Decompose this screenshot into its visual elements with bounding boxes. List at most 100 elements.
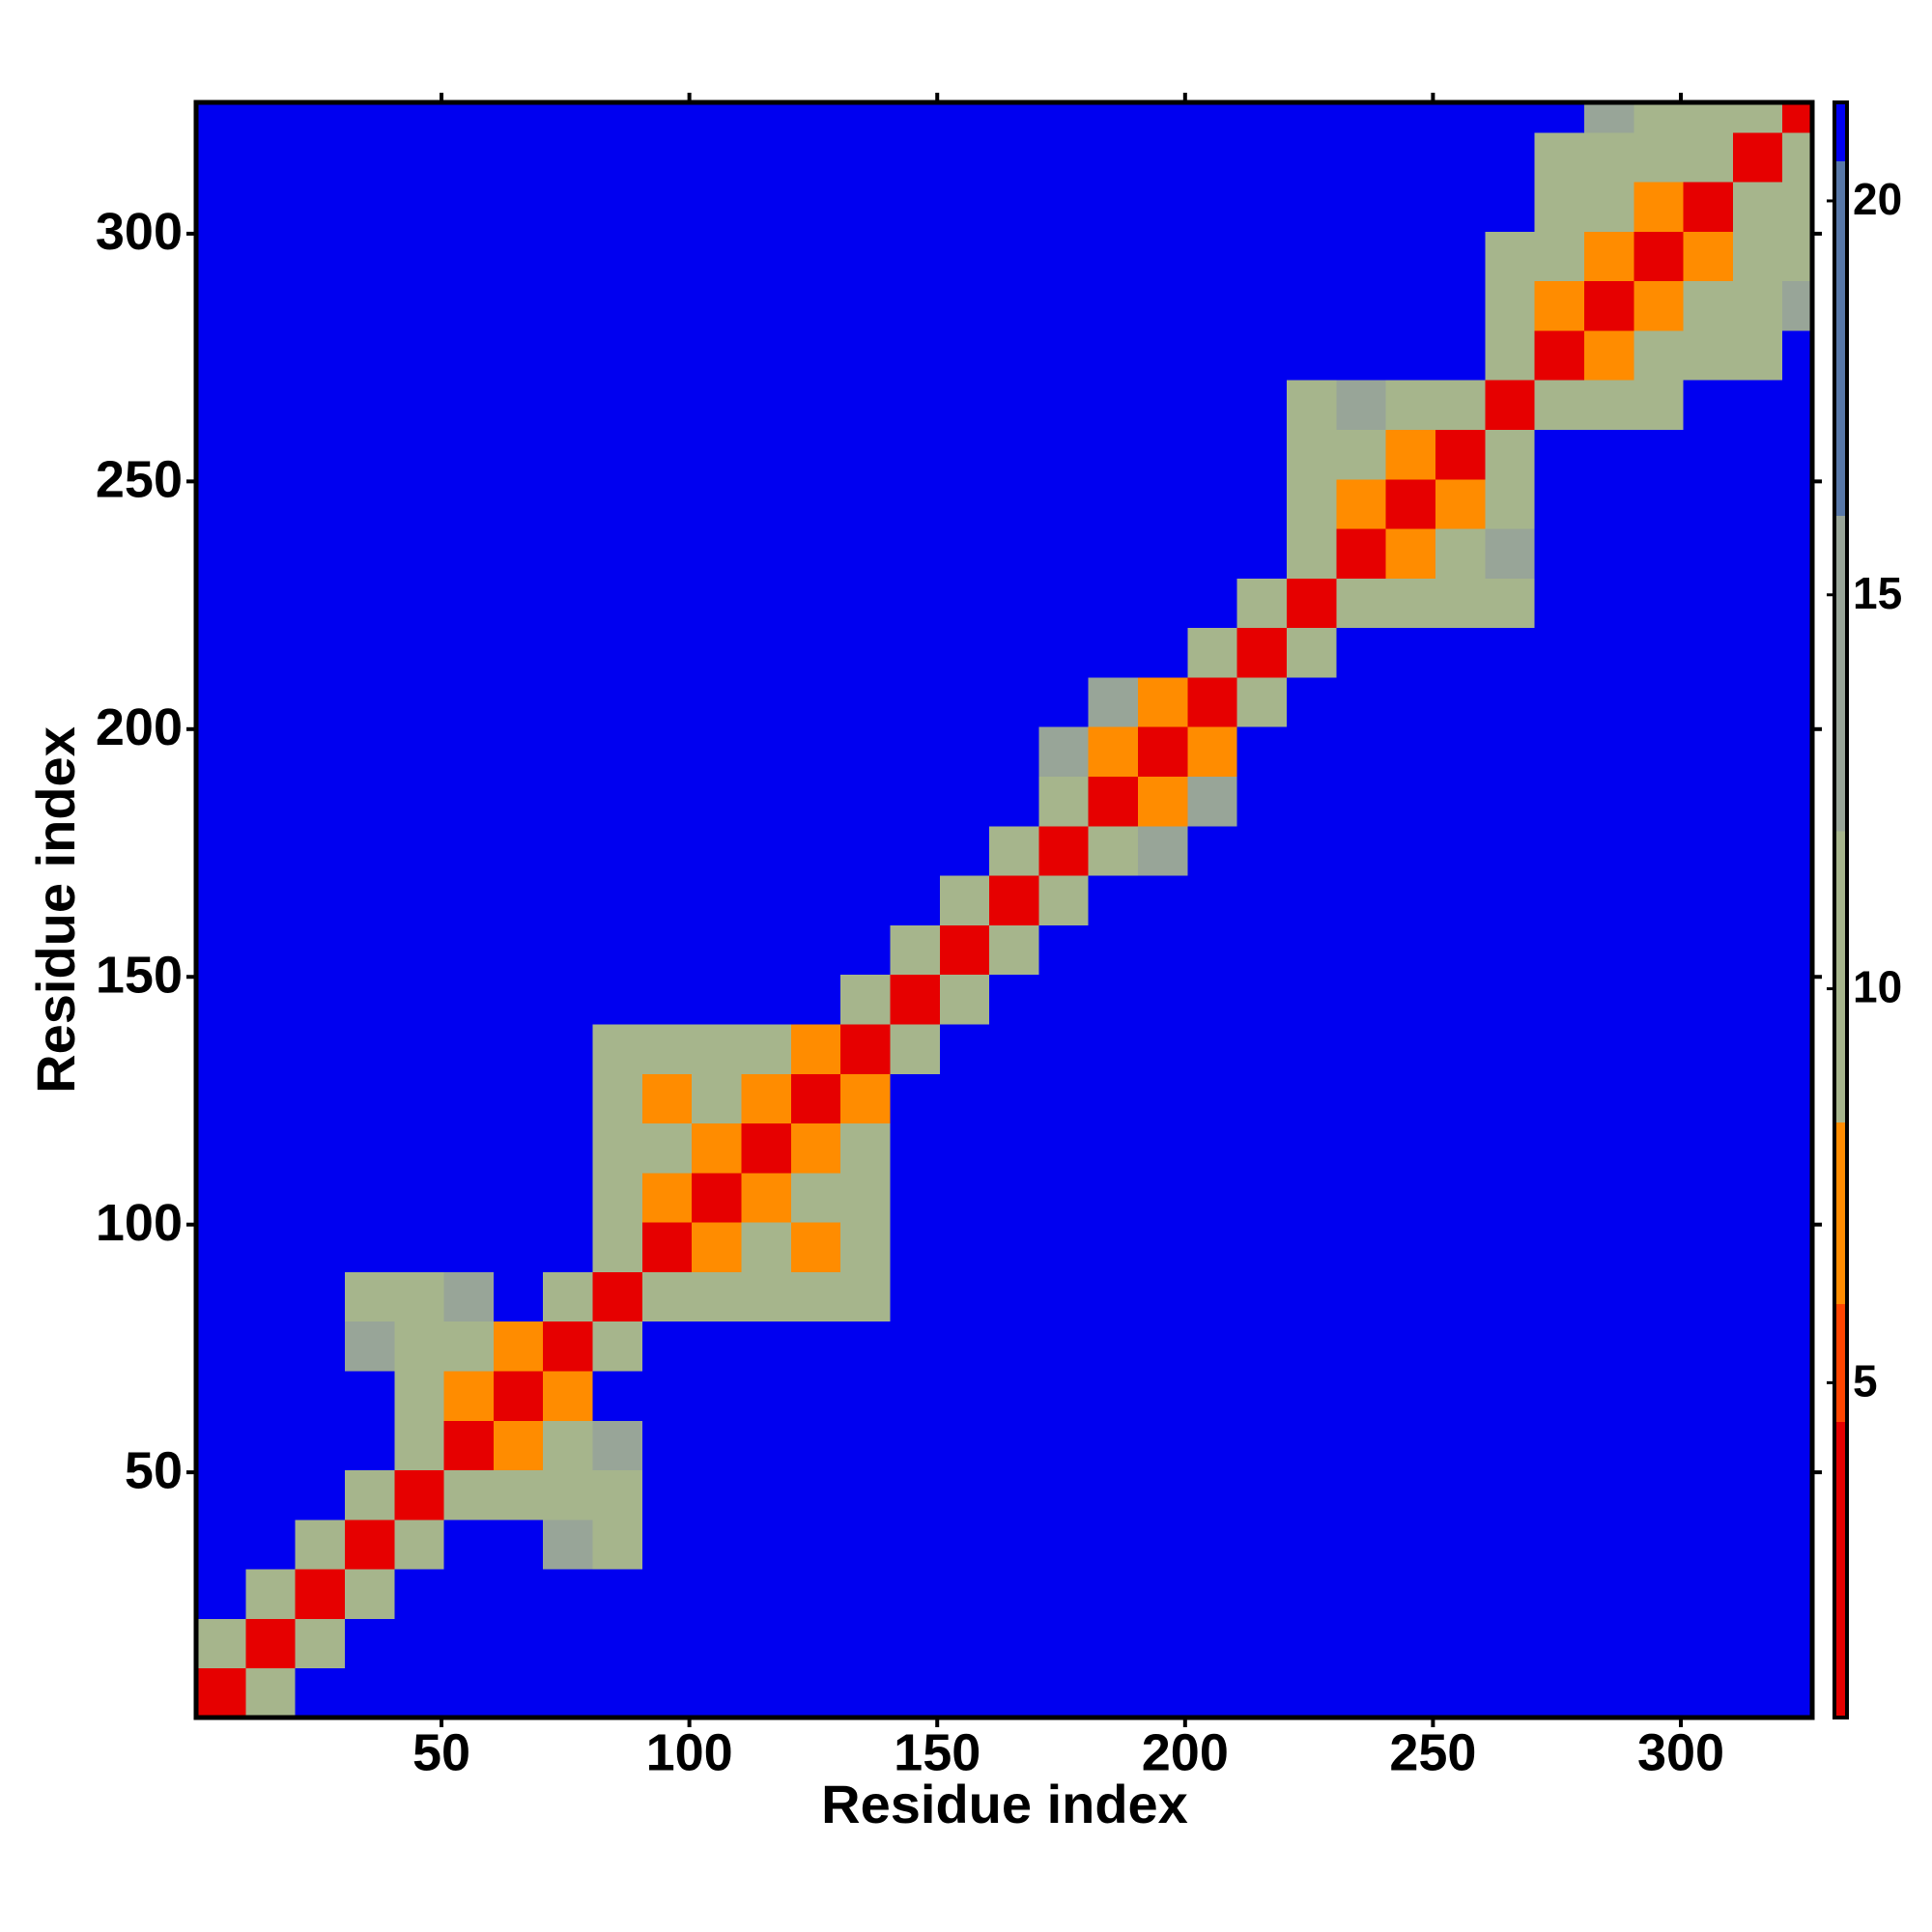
heatmap-cell	[1336, 627, 1387, 678]
heatmap-cell	[939, 1569, 990, 1619]
heatmap-cell	[196, 776, 246, 827]
heatmap-cell	[692, 1222, 743, 1272]
heatmap-cell	[443, 429, 495, 480]
heatmap-cell	[840, 1469, 891, 1520]
heatmap-cell	[939, 329, 990, 381]
heatmap-cell	[1683, 131, 1734, 183]
heatmap-cell	[394, 1271, 445, 1322]
heatmap-cell	[1485, 676, 1536, 727]
heatmap-cell	[245, 1122, 297, 1174]
heatmap-cell	[1236, 627, 1288, 678]
heatmap-cell	[1583, 1023, 1634, 1074]
heatmap-cell	[790, 875, 841, 925]
heatmap-cell	[245, 380, 297, 431]
x-axis-label: Residue index	[821, 1774, 1188, 1834]
heatmap-cell	[1038, 182, 1090, 232]
heatmap-cell	[196, 329, 246, 381]
heatmap-cell	[1782, 776, 1813, 827]
heatmap-cell	[1435, 329, 1486, 381]
heatmap-cell	[641, 1321, 693, 1372]
heatmap-cell	[295, 1420, 346, 1471]
heatmap-cell	[592, 1222, 643, 1272]
heatmap-cell	[1583, 1420, 1634, 1471]
heatmap-cell	[1583, 478, 1634, 529]
heatmap-cell	[790, 676, 841, 727]
heatmap-cell	[1732, 676, 1783, 727]
heatmap-cell	[344, 974, 395, 1025]
heatmap-cell	[641, 1667, 693, 1719]
heatmap-cell	[1038, 329, 1090, 381]
heatmap-cell	[1385, 1222, 1436, 1272]
heatmap-cell	[1583, 1271, 1634, 1322]
heatmap-cell	[394, 1667, 445, 1719]
heatmap-cell	[543, 1667, 594, 1719]
heatmap-cell	[344, 380, 395, 431]
heatmap-cell	[1782, 1122, 1813, 1174]
heatmap-cell	[1683, 627, 1734, 678]
heatmap-cell	[1138, 1122, 1188, 1174]
heatmap-cell	[1485, 776, 1536, 827]
heatmap-cell	[1634, 1073, 1685, 1124]
heatmap-cell	[1485, 280, 1536, 331]
heatmap-cell	[1485, 182, 1536, 232]
heatmap-cell	[790, 1618, 841, 1669]
heatmap-cell	[840, 329, 891, 381]
heatmap-cell	[1385, 102, 1436, 133]
heatmap-cell	[245, 875, 297, 925]
heatmap-cell	[1683, 1122, 1734, 1174]
heatmap-cell	[1534, 825, 1585, 876]
heatmap-cell	[939, 1122, 990, 1174]
heatmap-cell	[1138, 1271, 1188, 1322]
heatmap-cell	[394, 875, 445, 925]
heatmap-cell	[1138, 280, 1188, 331]
heatmap-cell	[1634, 1321, 1685, 1372]
heatmap-cell	[890, 578, 941, 629]
heatmap-cell	[1782, 329, 1813, 381]
heatmap-cell	[394, 1618, 445, 1669]
heatmap-cell	[1038, 1519, 1090, 1570]
heatmap-cell	[443, 676, 495, 727]
heatmap-cell	[1236, 676, 1288, 727]
heatmap-cell	[245, 676, 297, 727]
heatmap-cell	[344, 1073, 395, 1124]
heatmap-cell	[1336, 1073, 1387, 1124]
heatmap-cell	[1038, 676, 1090, 727]
heatmap-cell	[592, 676, 643, 727]
heatmap-cell	[840, 776, 891, 827]
heatmap-cell	[543, 1023, 594, 1074]
heatmap-cell	[196, 1321, 246, 1372]
heatmap-cell	[1038, 1073, 1090, 1124]
heatmap-cell	[890, 1122, 941, 1174]
heatmap-cell	[543, 380, 594, 431]
heatmap-cell	[245, 627, 297, 678]
heatmap-cell	[1435, 231, 1486, 282]
heatmap-cell	[1485, 1122, 1536, 1174]
heatmap-cell	[196, 1073, 246, 1124]
heatmap-cell	[1287, 1222, 1337, 1272]
heatmap-cell	[1287, 578, 1337, 629]
heatmap-cell	[1088, 528, 1139, 579]
heatmap-cell	[1138, 875, 1188, 925]
heatmap-cell	[295, 1023, 346, 1074]
heatmap-cell	[939, 578, 990, 629]
y-tick-label: 200	[96, 698, 183, 756]
heatmap-cell	[1385, 726, 1436, 778]
heatmap-cell	[1583, 102, 1634, 133]
heatmap-cell	[592, 1122, 643, 1174]
heatmap-cell	[1485, 1618, 1536, 1669]
heatmap-cell	[1385, 1667, 1436, 1719]
heatmap-cell	[1534, 182, 1585, 232]
heatmap-cell	[1683, 1073, 1734, 1124]
heatmap-cell	[692, 974, 743, 1025]
heatmap-cell	[1138, 924, 1188, 976]
heatmap-cell	[1138, 1321, 1188, 1372]
heatmap-cell	[1187, 528, 1238, 579]
heatmap-cell	[543, 1271, 594, 1322]
heatmap-cell	[1435, 102, 1486, 133]
heatmap-cell	[641, 280, 693, 331]
heatmap-cell	[1534, 329, 1585, 381]
heatmap-cell	[641, 102, 693, 133]
heatmap-cell	[1732, 280, 1783, 331]
heatmap-cell	[245, 280, 297, 331]
heatmap-cell	[295, 1618, 346, 1669]
